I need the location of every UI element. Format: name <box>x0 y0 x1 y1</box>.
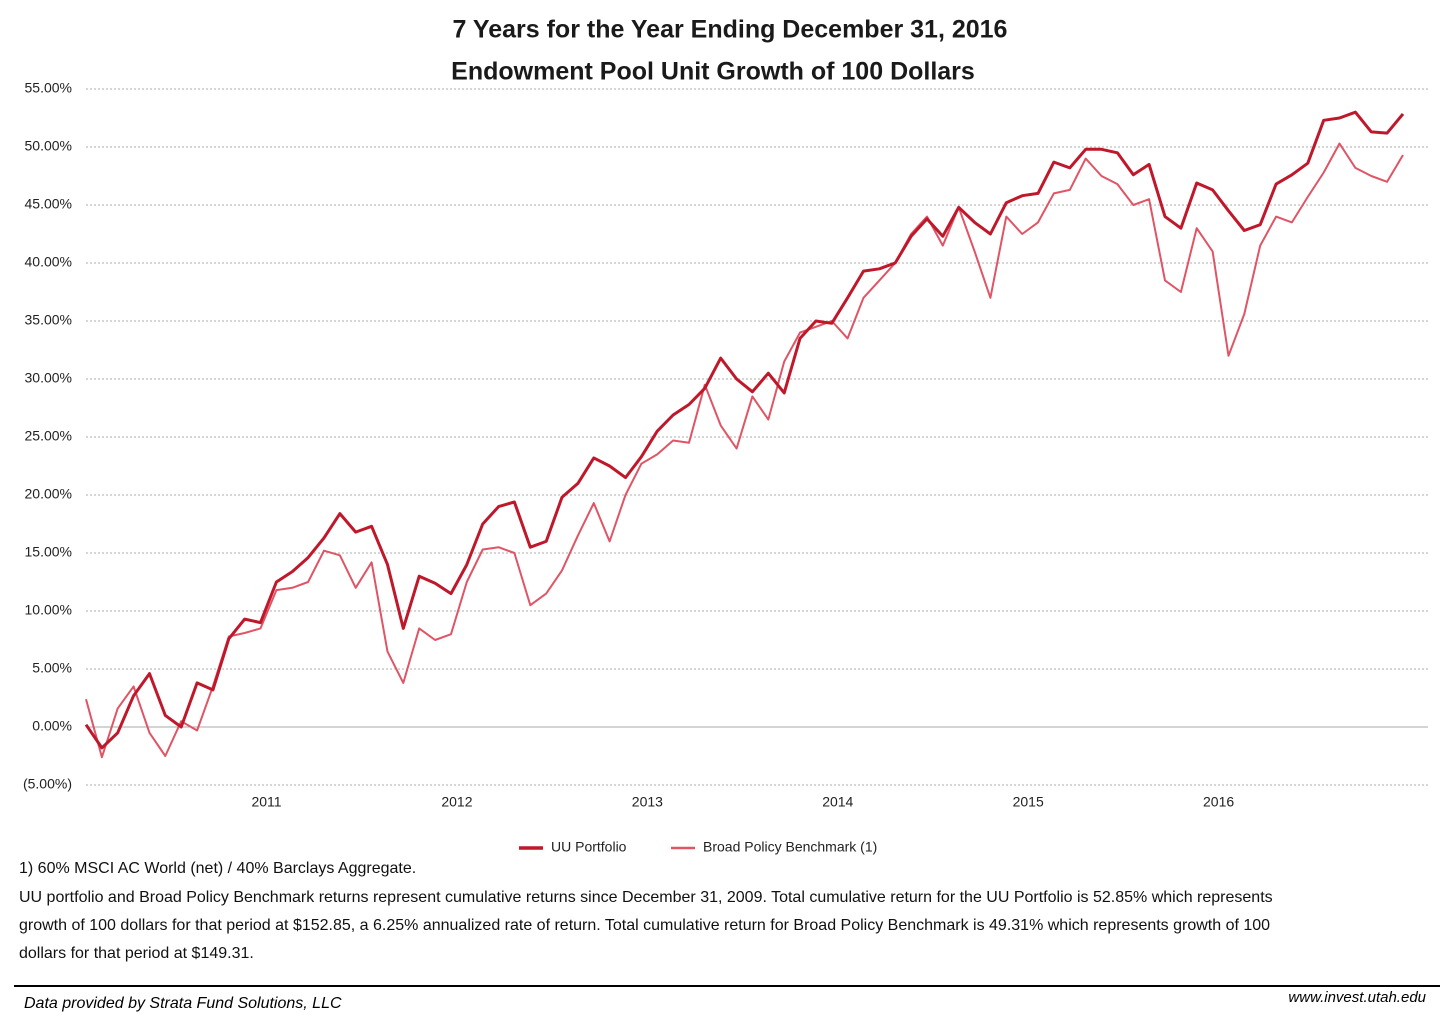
footer-url: www.invest.utah.edu <box>1288 989 1426 1006</box>
y-tick-label: 25.00% <box>25 428 72 444</box>
series-line <box>84 110 1405 750</box>
x-tick-label: 2011 <box>251 794 281 810</box>
y-tick-label: 35.00% <box>25 312 72 328</box>
note-line: growth of 100 dollars for that period at… <box>19 917 1270 934</box>
series-line <box>85 142 1404 759</box>
y-tick-label: 15.00% <box>25 544 72 560</box>
y-tick-label: 10.00% <box>25 602 72 618</box>
footer-source: Data provided by Strata Fund Solutions, … <box>24 995 342 1012</box>
footnote: 1) 60% MSCI AC World (net) / 40% Barclay… <box>19 860 416 877</box>
y-tick-label: 30.00% <box>25 370 72 386</box>
legend-label: UU Portfolio <box>551 839 627 855</box>
chart-title: 7 Years for the Year Ending December 31,… <box>453 16 1008 44</box>
y-tick-label: 20.00% <box>25 486 72 502</box>
x-tick-label: 2016 <box>1203 794 1234 810</box>
y-tick-label: 50.00% <box>25 138 72 154</box>
y-tick-label: (5.00%) <box>23 776 72 792</box>
y-tick-label: 0.00% <box>32 718 72 734</box>
legend-label: Broad Policy Benchmark (1) <box>703 839 877 855</box>
y-tick-label: 5.00% <box>32 660 72 676</box>
chart-subtitle: Endowment Pool Unit Growth of 100 Dollar… <box>451 58 975 86</box>
x-tick-label: 2015 <box>1013 794 1044 810</box>
y-tick-label: 55.00% <box>25 80 72 96</box>
x-tick-label: 2014 <box>822 794 853 810</box>
note-line: dollars for that period at $149.31. <box>19 945 254 962</box>
y-tick-label: 45.00% <box>25 196 72 212</box>
y-tick-label: 40.00% <box>25 254 72 270</box>
x-tick-label: 2012 <box>441 794 472 810</box>
x-tick-label: 2013 <box>632 794 663 810</box>
note-line: UU portfolio and Broad Policy Benchmark … <box>19 889 1273 906</box>
